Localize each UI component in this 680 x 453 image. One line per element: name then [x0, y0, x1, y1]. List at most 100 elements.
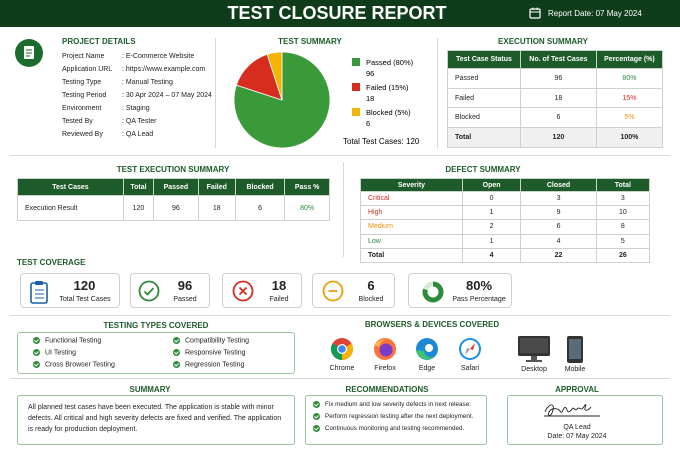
card-value: 96 [177, 278, 193, 293]
divider [10, 315, 670, 316]
chrome-icon [331, 338, 353, 360]
execution-summary-table: Test Case Status No. of Test Cases Percent… [447, 50, 664, 148]
coverage-card: 80% Pass Percentage [408, 273, 512, 308]
total-label: Total Test Cases: 120 [343, 137, 420, 146]
table-cell: 3 [520, 190, 597, 207]
testing-types-box [17, 332, 295, 374]
table-header: Closed [520, 178, 597, 192]
card-label: Pass Percentage [452, 296, 506, 303]
divider [343, 162, 344, 257]
coverage-card: 120 Total Test Cases [20, 273, 120, 308]
detail-label: Reviewed By [62, 131, 103, 138]
table-cell: Passed [447, 68, 521, 89]
defect-summary-table: Severity Open Closed Total Critical 0 3 3 High 1 9… [360, 178, 651, 263]
approver-role: QA Lead [563, 424, 591, 431]
recommendation-text: Perform regression testing after the nex… [325, 413, 474, 421]
table-cell: 8 [595, 219, 651, 235]
graphic [379, 343, 393, 357]
table-cell: 4 [461, 247, 522, 263]
summary-box [17, 395, 295, 445]
coverage-card: 96 Passed [130, 273, 210, 308]
graphic [529, 8, 541, 19]
table-row: Critical 0 3 3 [360, 190, 651, 207]
graphic [520, 338, 548, 353]
legend-swatch [352, 83, 360, 91]
legend-value: 96 [366, 69, 374, 78]
recommendation: Continuous monitoring and testing recomm… [313, 425, 464, 432]
check-icon [33, 361, 40, 368]
testing-type-label: Functional Testing [45, 337, 102, 345]
mobile-icon [567, 336, 583, 363]
legend-swatch [352, 108, 360, 116]
table-cell: 0 [461, 190, 522, 207]
section-title: APPROVAL [555, 385, 599, 394]
table-row: Total 4 22 26 [360, 247, 651, 263]
table-cell: Low [360, 233, 463, 249]
legend-swatch [352, 58, 360, 66]
table-cell: 22 [520, 247, 597, 263]
table-cell: 80% [284, 195, 330, 221]
table-cell: 5 [595, 233, 651, 249]
detail-value: : QA Tester [122, 118, 157, 125]
testing-type-label: Responsive Testing [185, 349, 246, 357]
legend-label: Failed (15%) [366, 83, 409, 92]
legend-value: 18 [366, 94, 374, 103]
document-icon [15, 39, 43, 67]
divider [437, 38, 438, 148]
table-cell: 18 [519, 87, 597, 109]
table-row: Total 120 100% [447, 127, 664, 148]
detail-label: Tested By [62, 118, 93, 125]
graphic [143, 287, 155, 296]
summary-text: All planned test cases have been execute… [28, 404, 282, 433]
table-header-row: Test Cases Total Passed Failed Blocked Pass % [17, 178, 330, 196]
table-cell: 96 [153, 195, 199, 221]
table-row: High 1 9 10 [360, 205, 651, 221]
table-cell: 26 [595, 247, 651, 263]
check-icon [138, 280, 160, 302]
section-title: BROWSERS & DEVICES COVERED [364, 320, 500, 329]
check-icon [313, 401, 320, 408]
recommendation: Fix medium and low severity defects in n… [313, 401, 471, 408]
divider [10, 155, 670, 156]
card-value: 120 [73, 278, 96, 293]
card-label: Passed [173, 296, 197, 303]
graphic [338, 345, 346, 353]
table-header: Percentage (%) [595, 50, 664, 69]
table: Severity Open Closed Total Critical 0 3 3 High 1 9… [360, 178, 651, 263]
test-execution-table: Test Cases Total Passed Failed Blocked Pass %… [17, 178, 330, 221]
table: Test Cases Total Passed Failed Blocked Pass %… [17, 178, 330, 221]
detail-label: Application URL [62, 66, 113, 73]
detail-value: : Manual Testing [122, 79, 173, 86]
table-cell: Total [360, 247, 463, 263]
pie-chart: Passed (80%) 96 Failed (15%) 18 Blocked (5%)… [233, 51, 420, 149]
table-row: Execution Result 120 96 18 6 80% [17, 195, 330, 221]
table-row: Failed 18 15% [447, 87, 664, 109]
detail-label: Testing Type [62, 79, 102, 86]
table-cell: 10 [595, 205, 651, 221]
browser-label: Mobile [564, 366, 586, 373]
check-icon [313, 425, 320, 432]
check-icon [173, 349, 180, 356]
table-header: Passed [153, 178, 199, 196]
browser-label: Chrome [329, 365, 355, 372]
table-cell: 6 [520, 219, 597, 235]
check-icon [33, 349, 40, 356]
check-icon [33, 337, 40, 344]
table-cell: 9 [520, 205, 597, 221]
table-cell: Execution Result [17, 195, 124, 221]
browser-label: Desktop [521, 366, 547, 373]
testing-type-label: Regression Testing [185, 361, 245, 369]
coverage-card: 18 Failed [222, 273, 302, 308]
card-value: 6 [367, 278, 375, 293]
card-label: Failed [269, 296, 289, 303]
table-row: Low 1 4 5 [360, 233, 651, 249]
table-cell: 1 [461, 233, 522, 249]
testing-type-label: Compatibility Testing [185, 337, 250, 345]
testing-type-label: UI Testing [45, 349, 76, 357]
section-title: RECOMMENDATIONS [345, 385, 429, 394]
legend-value: 6 [366, 119, 370, 128]
legend-label: Blocked (5%) [366, 108, 411, 117]
graphic [375, 339, 387, 347]
table-cell: 6 [234, 195, 286, 221]
browser-icons [331, 336, 583, 363]
